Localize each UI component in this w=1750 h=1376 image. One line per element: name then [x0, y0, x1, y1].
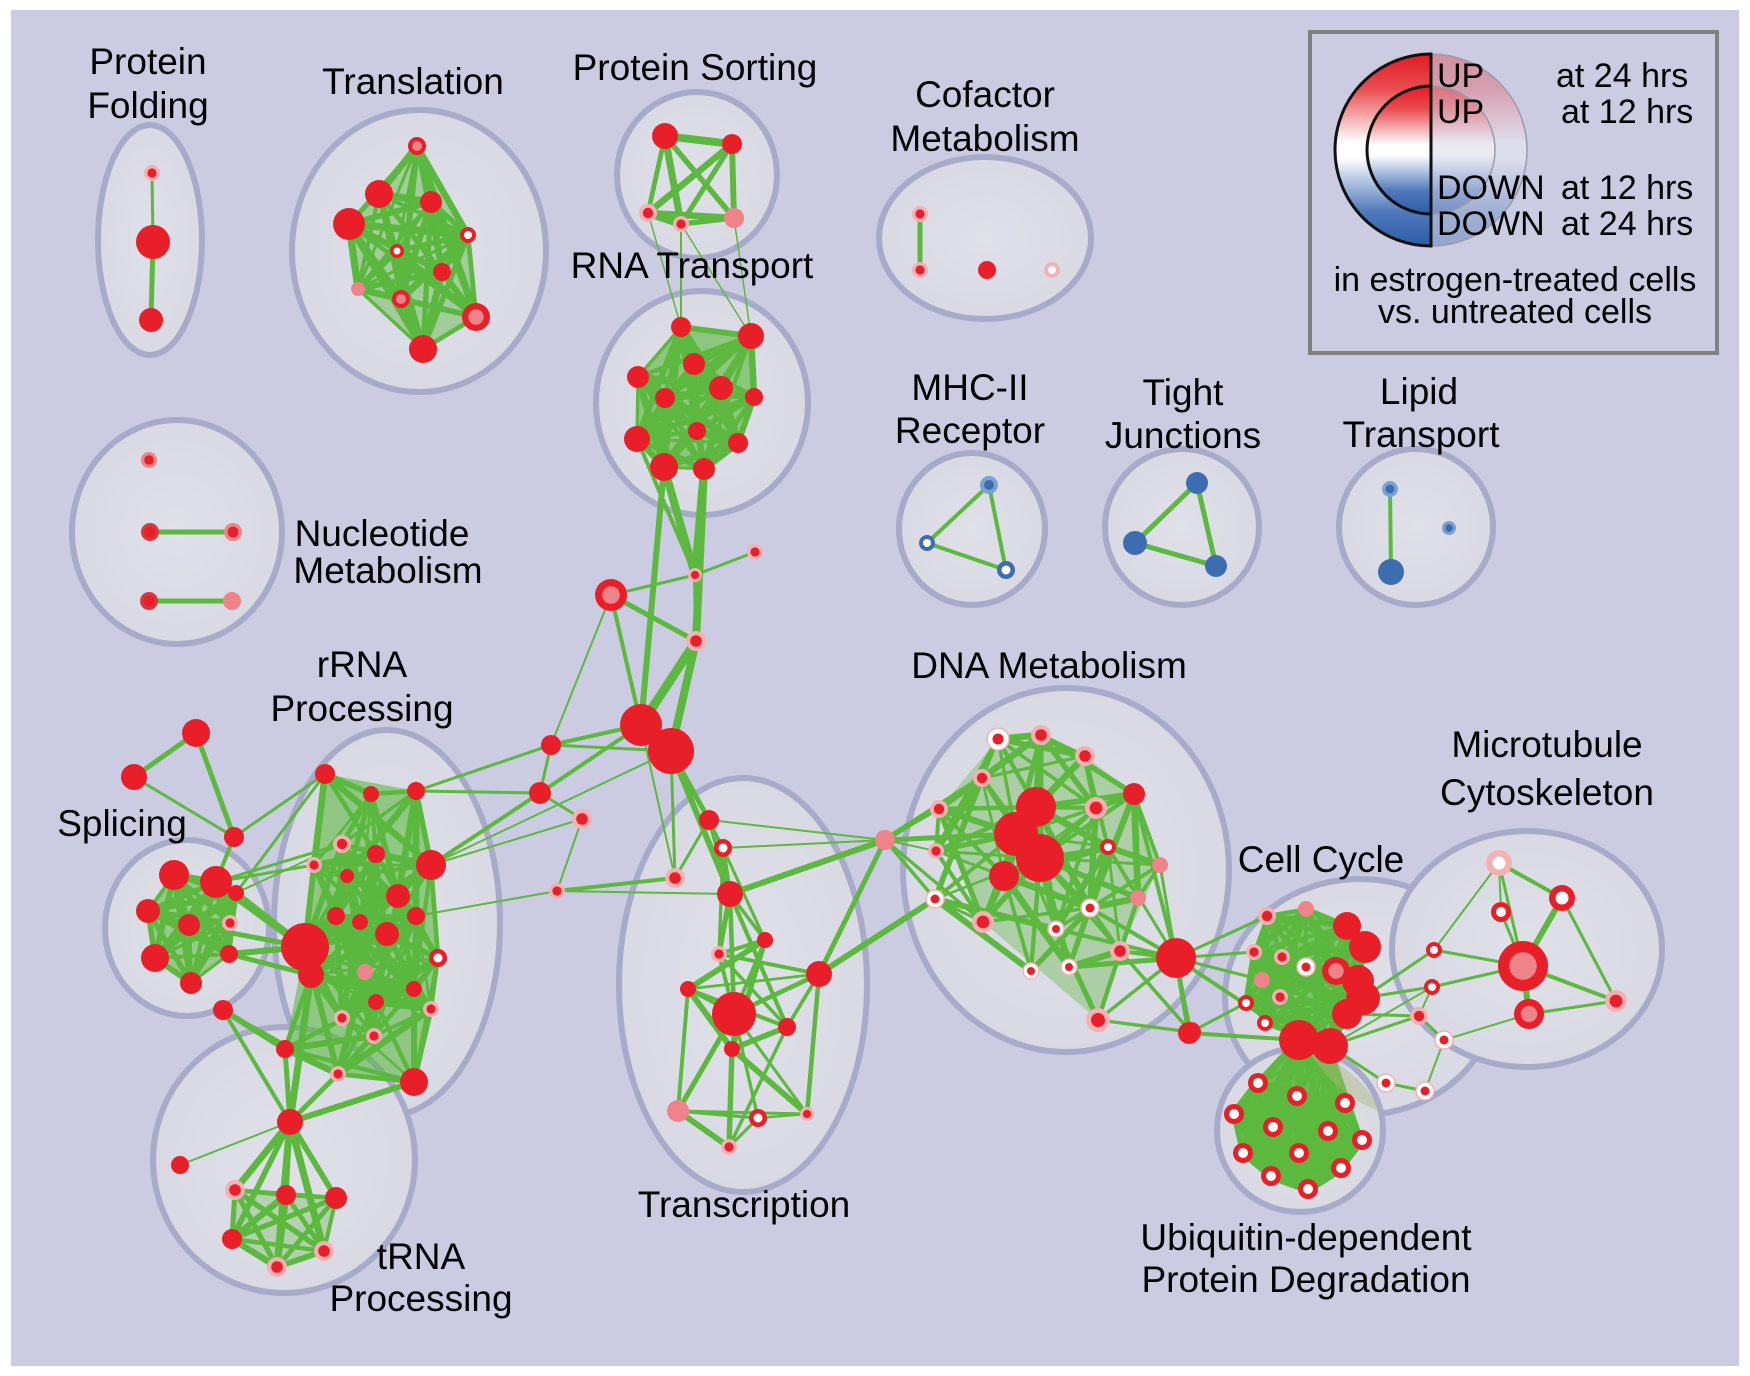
- svg-text:in estrogen-treated cells: in estrogen-treated cells: [1334, 261, 1697, 299]
- svg-text:Protein: Protein: [89, 41, 206, 82]
- svg-text:UP: UP: [1437, 93, 1484, 131]
- svg-text:RNA Transport: RNA Transport: [571, 245, 814, 286]
- svg-text:Splicing: Splicing: [57, 803, 187, 844]
- svg-text:Nucleotide: Nucleotide: [295, 513, 470, 554]
- svg-text:at 24 hrs: at 24 hrs: [1556, 57, 1688, 95]
- svg-text:Transport: Transport: [1343, 414, 1501, 455]
- svg-text:DNA Metabolism: DNA Metabolism: [911, 645, 1187, 686]
- svg-text:Cofactor: Cofactor: [915, 74, 1055, 115]
- svg-text:Receptor: Receptor: [895, 410, 1045, 451]
- svg-text:Metabolism: Metabolism: [890, 118, 1079, 159]
- svg-text:Protein Degradation: Protein Degradation: [1141, 1259, 1470, 1300]
- svg-text:UP: UP: [1437, 57, 1484, 95]
- svg-text:Protein Sorting: Protein Sorting: [573, 47, 818, 88]
- svg-text:rRNA: rRNA: [317, 644, 408, 685]
- svg-text:Tight: Tight: [1143, 372, 1225, 413]
- svg-text:DOWN: DOWN: [1437, 169, 1545, 207]
- svg-text:Ubiquitin-dependent: Ubiquitin-dependent: [1140, 1217, 1472, 1258]
- svg-text:Translation: Translation: [322, 61, 504, 102]
- svg-text:at 24 hrs: at 24 hrs: [1561, 205, 1693, 243]
- svg-text:Cytoskeleton: Cytoskeleton: [1440, 772, 1654, 813]
- svg-text:MHC-II: MHC-II: [911, 367, 1028, 408]
- svg-text:vs. untreated cells: vs. untreated cells: [1378, 293, 1652, 331]
- svg-text:Metabolism: Metabolism: [293, 550, 482, 591]
- svg-text:Processing: Processing: [329, 1278, 512, 1319]
- svg-text:at 12 hrs: at 12 hrs: [1561, 93, 1693, 131]
- svg-text:Transcription: Transcription: [638, 1184, 850, 1225]
- svg-text:Lipid: Lipid: [1380, 371, 1458, 412]
- svg-text:Microtubule: Microtubule: [1451, 724, 1642, 765]
- svg-text:at 12 hrs: at 12 hrs: [1561, 169, 1693, 207]
- svg-text:Junctions: Junctions: [1105, 415, 1261, 456]
- svg-text:Folding: Folding: [87, 85, 208, 126]
- svg-text:Cell Cycle: Cell Cycle: [1238, 839, 1405, 880]
- svg-text:DOWN: DOWN: [1437, 205, 1545, 243]
- svg-text:tRNA: tRNA: [377, 1236, 466, 1277]
- svg-text:Processing: Processing: [270, 688, 453, 729]
